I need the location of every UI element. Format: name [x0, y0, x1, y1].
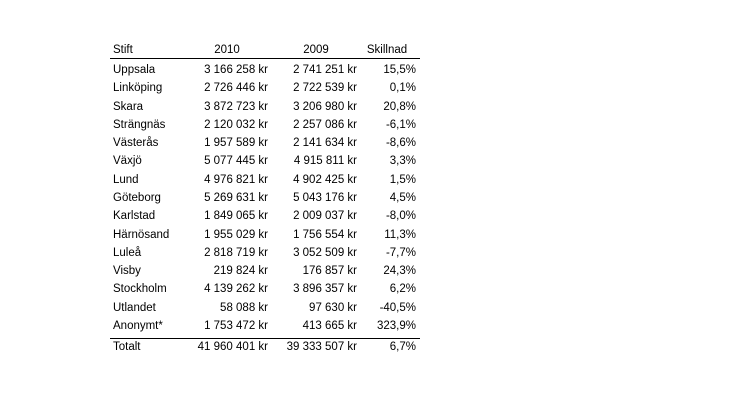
cell: -7,7%	[385, 246, 416, 259]
cell: 11,3%	[384, 228, 416, 241]
cell: 3 206 980 kr	[293, 100, 357, 113]
cell: Linköping	[113, 82, 163, 95]
cell: Stockholm	[113, 283, 167, 296]
total-cell: 6,7%	[389, 341, 416, 353]
cell: Uppsala	[113, 64, 156, 76]
cell: Anonymt*	[113, 320, 163, 333]
cell: 2 818 719 kr	[204, 246, 268, 259]
cell: -40,5%	[379, 301, 416, 314]
cell: -6,1%	[385, 118, 416, 131]
total-cell: Totalt	[113, 341, 141, 353]
cell: 2 722 539 kr	[293, 82, 357, 95]
cell: 4 139 262 kr	[204, 283, 268, 296]
header-rule	[110, 58, 420, 59]
cell: Luleå	[113, 246, 142, 259]
cell: 3 052 509 kr	[293, 246, 357, 259]
cell: 2 726 446 kr	[204, 82, 268, 95]
cell: 2 120 032 kr	[204, 118, 268, 131]
header-cell: 2009	[303, 44, 329, 56]
cell: -8,0%	[385, 210, 416, 223]
cell: 4 902 425 kr	[293, 173, 357, 186]
cell: 176 857 kr	[302, 265, 357, 278]
header-cell: Skillnad	[366, 44, 408, 56]
cell: Lund	[113, 173, 139, 186]
cell: 5 043 176 kr	[293, 192, 357, 205]
cell: 5 077 445 kr	[204, 155, 268, 168]
cell: 1 955 029 kr	[204, 228, 268, 241]
cell: 3,3%	[389, 155, 416, 168]
cell: 413 665 kr	[302, 320, 357, 333]
cell: 1 849 065 kr	[204, 210, 268, 223]
cell: 1,5%	[389, 173, 416, 186]
cell: 1 957 589 kr	[204, 137, 268, 150]
cell: Göteborg	[113, 192, 161, 205]
cell: 219 824 kr	[213, 265, 268, 278]
cell: 1 753 472 kr	[204, 320, 268, 333]
cell: 0,1%	[389, 82, 416, 95]
cell: 97 630 kr	[309, 301, 357, 314]
cell: 20,8%	[383, 100, 416, 113]
cell: 2 741 251 kr	[293, 64, 357, 76]
header-cell: Stift	[113, 44, 133, 56]
cell: 24,3%	[383, 265, 416, 278]
cell: 3 896 357 kr	[293, 283, 357, 296]
cell: 4,5%	[389, 192, 416, 205]
cell: 1 756 554 kr	[293, 228, 357, 241]
cell: Karlstad	[113, 210, 156, 223]
cell: Strängnäs	[113, 118, 166, 131]
header-cell: 2010	[214, 44, 240, 56]
cell: Visby	[113, 265, 141, 278]
cell: 4 915 811 kr	[293, 155, 357, 168]
cell: Härnösand	[113, 228, 170, 241]
cell: 15,5%	[383, 64, 416, 76]
cell: 2 257 086 kr	[293, 118, 357, 131]
cell: Västerås	[113, 137, 159, 150]
cell: 3 166 258 kr	[204, 64, 268, 76]
cell: Skara	[113, 100, 144, 113]
cell: Växjö	[113, 155, 142, 168]
cell: -8,6%	[385, 137, 416, 150]
cell: 58 088 kr	[220, 301, 268, 314]
cell: 6,2%	[389, 283, 416, 296]
total-cell: 39 333 507 kr	[286, 341, 357, 353]
cell: 3 872 723 kr	[204, 100, 268, 113]
cell: 4 976 821 kr	[204, 173, 268, 186]
cell: 2 141 634 kr	[293, 137, 357, 150]
cell: 2 009 037 kr	[293, 210, 357, 223]
cell: 323,9%	[376, 320, 416, 333]
total-cell: 41 960 401 kr	[197, 341, 268, 353]
cell: Utlandet	[113, 301, 156, 314]
cell: 5 269 631 kr	[204, 192, 268, 205]
total-rule	[110, 338, 420, 339]
